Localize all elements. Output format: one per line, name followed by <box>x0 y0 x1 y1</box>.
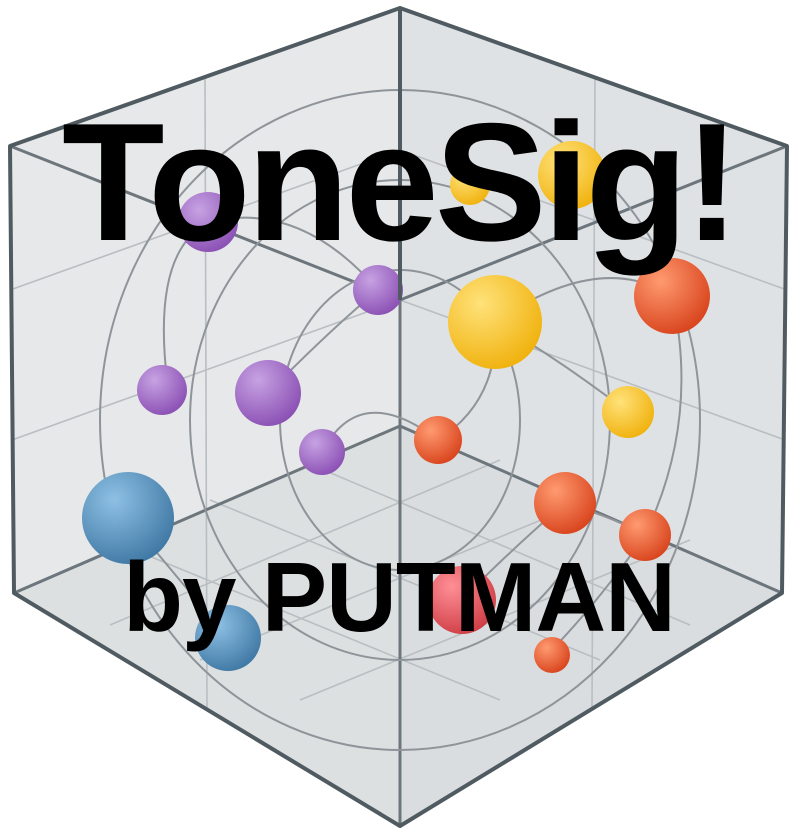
node-purple-5 <box>299 429 345 475</box>
network-nodes <box>82 141 710 673</box>
node-orange-2 <box>414 416 462 464</box>
node-yellow-2 <box>538 141 606 209</box>
node-red-1 <box>428 566 496 634</box>
node-yellow-1 <box>450 165 490 205</box>
cube-outline <box>8 6 789 828</box>
node-orange-1 <box>634 258 710 334</box>
node-purple-1 <box>178 192 238 252</box>
node-yellow-4 <box>602 386 654 438</box>
node-purple-2 <box>353 265 403 315</box>
node-blue-2 <box>195 605 261 671</box>
node-blue-1 <box>82 472 174 564</box>
node-orange-4 <box>619 509 671 561</box>
node-purple-4 <box>235 360 301 426</box>
node-orange-3 <box>534 472 596 534</box>
logo-title: ToneSig! <box>61 88 740 276</box>
node-orange-5 <box>534 637 570 673</box>
logo-byline: by PUTMAN <box>123 542 676 652</box>
node-purple-3 <box>137 365 187 415</box>
node-yellow-3 <box>448 275 542 369</box>
